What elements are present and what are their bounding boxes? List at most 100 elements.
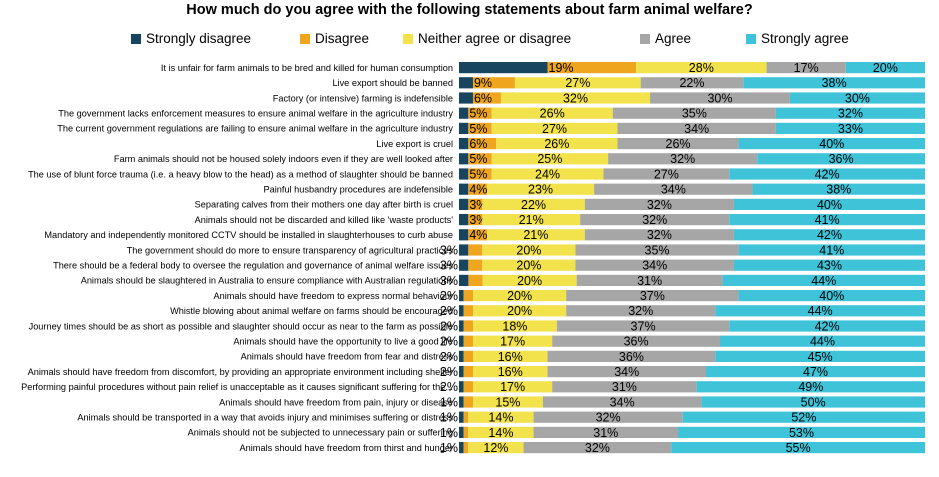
bar-segment-disagree	[468, 214, 483, 226]
bar-segment-strongly-disagree	[459, 229, 469, 241]
category-label: Animals should be slaughtered in Austral…	[81, 276, 454, 286]
bar-segment-agree	[556, 320, 730, 332]
bar-segment-agree	[584, 198, 734, 210]
bar-segment-strongly-agree	[729, 214, 925, 226]
data-label: 44%	[810, 335, 835, 349]
data-label: 4%	[469, 228, 487, 242]
data-label: 32%	[670, 152, 695, 166]
data-label: 2%	[440, 289, 458, 303]
bar-segment-neither-agree-or-disagree	[482, 259, 576, 271]
category-label: Animals should have freedom from thirst …	[240, 443, 453, 453]
data-label: 34%	[661, 183, 686, 197]
data-label: 37%	[631, 319, 656, 333]
data-label: 1%	[440, 395, 458, 409]
bar-segment-strongly-agree	[743, 77, 925, 89]
bar-segment-agree	[566, 305, 716, 317]
data-label: 6%	[469, 137, 487, 151]
bar-segment-neither-agree-or-disagree	[468, 426, 534, 438]
data-label: 15%	[495, 395, 520, 409]
data-label: 49%	[798, 380, 823, 394]
data-label: 22%	[521, 198, 546, 212]
data-label: 36%	[624, 335, 649, 349]
bar-segment-neither-agree-or-disagree	[472, 396, 543, 408]
data-label: 40%	[817, 198, 842, 212]
data-label: 20%	[516, 243, 541, 257]
bar-segment-strongly-agree	[733, 259, 925, 271]
data-label: 24%	[535, 167, 560, 181]
data-label: 34%	[684, 122, 709, 136]
category-label: Whistle blowing about animal welfare on …	[170, 306, 453, 316]
category-label: The government lacks enforcement measure…	[58, 109, 453, 119]
bar-segment-agree	[575, 244, 739, 256]
bar-segment-agree	[547, 366, 706, 378]
data-label: 36%	[619, 350, 644, 364]
bar-segment-disagree	[463, 350, 473, 362]
data-label: 5%	[469, 107, 487, 121]
category-label: Animals should have the opportunity to l…	[233, 337, 453, 347]
bar-segment-agree	[533, 411, 683, 423]
data-label: 27%	[654, 167, 679, 181]
bar-segment-disagree	[547, 62, 637, 74]
category-label: There should be a federal body to overse…	[53, 261, 453, 271]
bar-segment-disagree	[463, 366, 473, 378]
bar-segment-neither-agree-or-disagree	[500, 92, 651, 104]
data-label: 2%	[440, 350, 458, 364]
data-label: 5%	[469, 122, 487, 136]
bar-segment-agree	[640, 77, 744, 89]
bar-segment-neither-agree-or-disagree	[482, 274, 577, 286]
bar-segment-agree	[552, 335, 720, 347]
bar-segment-strongly-agree	[701, 396, 925, 408]
bar-segment-strongly-disagree	[459, 396, 464, 408]
data-label: 34%	[642, 259, 667, 273]
legend-label: Strongly agree	[761, 31, 849, 46]
data-label: 20%	[516, 259, 541, 273]
bar-segment-disagree	[472, 77, 515, 89]
data-label: 21%	[523, 228, 548, 242]
bar-segment-disagree	[468, 168, 492, 180]
bar-segment-strongly-agree	[715, 305, 925, 317]
bar-segment-strongly-disagree	[459, 153, 469, 165]
category-label: Painful husbandry procedures are indefen…	[264, 185, 454, 195]
bar-segment-strongly-disagree	[459, 305, 464, 317]
bar-segment-neither-agree-or-disagree	[491, 107, 613, 119]
data-label: 17%	[500, 380, 525, 394]
bar-segment-disagree	[463, 335, 473, 347]
data-label: 21%	[519, 213, 544, 227]
data-label: 18%	[502, 319, 527, 333]
category-label: Animals should have freedom from discomf…	[28, 367, 453, 377]
bar-segment-strongly-disagree	[459, 183, 469, 195]
data-label: 1%	[440, 411, 458, 425]
bar-segment-disagree	[463, 426, 469, 438]
bar-segment-strongly-disagree	[459, 198, 469, 210]
bar-segment-agree	[612, 107, 776, 119]
data-label: 34%	[610, 395, 635, 409]
bar-segment-strongly-agree	[738, 244, 925, 256]
bar-segment-strongly-disagree	[459, 107, 469, 119]
data-label: 26%	[666, 137, 691, 151]
legend-label: Agree	[655, 31, 692, 46]
bar-segment-strongly-disagree	[459, 411, 464, 423]
bar-segment-neither-agree-or-disagree	[491, 168, 604, 180]
data-label: 17%	[794, 61, 819, 75]
bar-segment-neither-agree-or-disagree	[472, 335, 553, 347]
bar-segment-strongly-disagree	[459, 274, 469, 286]
bar-segment-neither-agree-or-disagree	[491, 153, 609, 165]
bar-segment-agree	[584, 229, 734, 241]
category-label: Animals should have freedom from fear an…	[241, 352, 454, 362]
data-label: 37%	[640, 289, 665, 303]
bar-segment-agree	[523, 442, 672, 454]
bar-segment-disagree	[468, 138, 497, 150]
data-label: 16%	[498, 365, 523, 379]
data-label: 32%	[647, 198, 672, 212]
data-label: 31%	[593, 426, 618, 440]
legend-item-disagree: Disagree	[300, 31, 369, 46]
data-label: 2%	[440, 304, 458, 318]
bar-segment-strongly-agree	[738, 290, 925, 302]
data-label: 23%	[528, 183, 553, 197]
data-label: 27%	[565, 76, 590, 90]
bar-segment-agree	[552, 381, 697, 393]
legend-label: Neither agree or disagree	[418, 31, 572, 46]
legend-item-neither: Neither agree or disagree	[403, 31, 571, 46]
category-label: Animals should have freedom from pain, i…	[219, 397, 453, 407]
data-label: 47%	[803, 365, 828, 379]
